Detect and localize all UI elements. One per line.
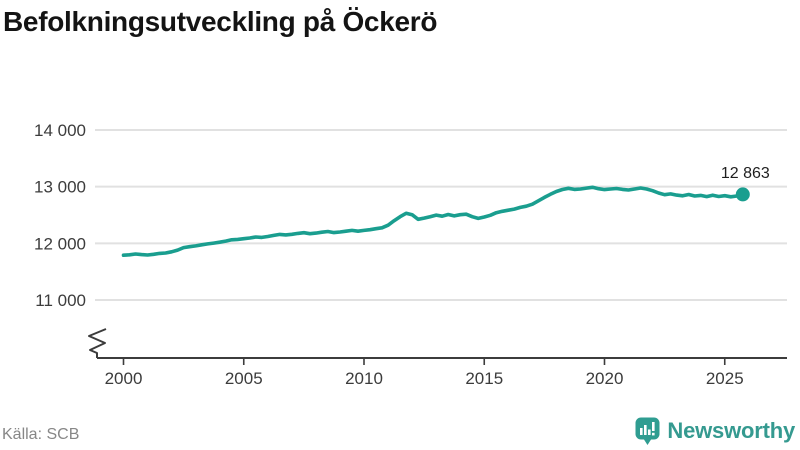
y-tick-label: 12 000: [34, 234, 86, 253]
y-axis-break-icon: [88, 328, 107, 358]
x-tick-label: 2020: [586, 369, 624, 388]
chart-title: Befolkningsutveckling på Öckerö: [3, 6, 438, 37]
x-tick-label: 2010: [345, 369, 383, 388]
x-axis-ticks: 2000 2005 2010 2015 2020 2025: [105, 358, 744, 388]
y-tick-label: 13 000: [34, 178, 86, 197]
newsworthy-icon: [635, 417, 660, 445]
x-tick-label: 2000: [105, 369, 143, 388]
x-tick-label: 2015: [465, 369, 503, 388]
latest-value-dot: [735, 187, 750, 202]
newsworthy-logo[interactable]: Newsworthy: [635, 415, 795, 447]
newsworthy-wordmark: Newsworthy: [667, 418, 795, 443]
x-tick-label: 2005: [225, 369, 263, 388]
source-note: Källa: SCB: [2, 426, 80, 443]
x-tick-label: 2025: [706, 369, 744, 388]
y-tick-label: 14 000: [34, 121, 86, 140]
y-tick-label: 11 000: [35, 291, 86, 310]
population-line: [121, 185, 745, 257]
latest-value-label: 12 863: [721, 165, 770, 182]
y-axis-labels: 14 000 13 000 12 000 11 000: [34, 121, 86, 310]
